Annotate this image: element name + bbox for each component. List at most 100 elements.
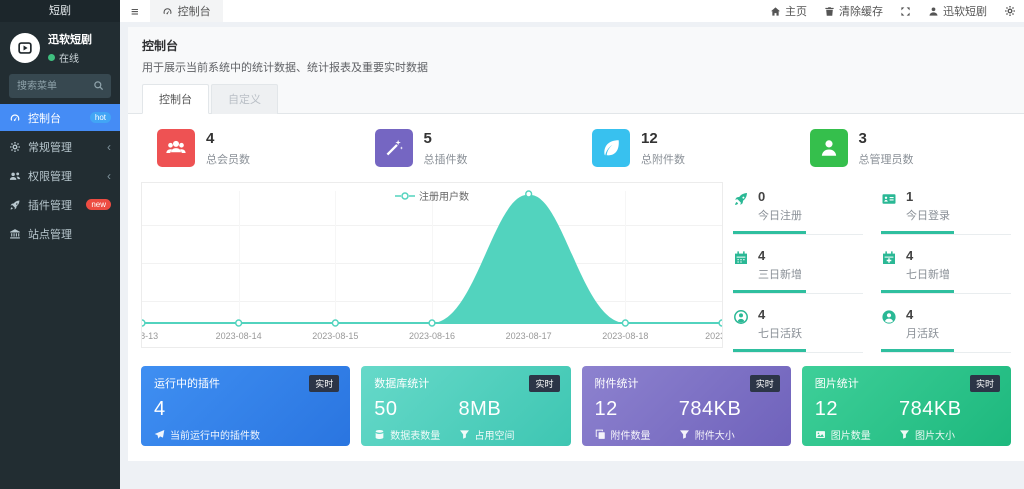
stat-total-plugins: 5 总插件数 xyxy=(359,129,577,167)
brand-title[interactable]: 短剧 xyxy=(0,0,120,22)
x-tick: 2023-08-15 xyxy=(312,331,359,341)
rocket-icon xyxy=(9,199,21,211)
menu-search xyxy=(9,74,111,98)
card-database-stats: 数据库统计 实时 50 数据表数量 xyxy=(361,366,571,446)
hamburger-icon[interactable]: ≡ xyxy=(131,3,139,19)
user-group-icon xyxy=(157,129,195,167)
card-attachment-stats: 附件统计 实时 12 附件数量 xyxy=(581,366,791,446)
realtime-badge: 实时 xyxy=(529,375,560,392)
sidebar-item-label: 插件管理 xyxy=(28,199,72,212)
leaf-icon xyxy=(592,129,630,167)
x-tick: 2023-08-14 xyxy=(215,331,262,341)
user-icon xyxy=(928,6,939,17)
stat-label: 总插件数 xyxy=(423,153,468,166)
paper-plane-icon xyxy=(154,429,165,440)
search-input[interactable] xyxy=(9,74,111,98)
users-icon xyxy=(9,170,21,182)
clear-cache-link[interactable]: 清除缓存 xyxy=(824,3,883,19)
stat-value: 5 xyxy=(423,129,432,147)
x-tick: 08-13 xyxy=(142,331,159,341)
new-badge: new xyxy=(86,199,111,210)
sidebar-username: 迅软短剧 xyxy=(48,34,92,46)
dashboard-panel: 控制台 用于展示当前系统中的统计数据、统计报表及重要实时数据 控制台 自定义 4… xyxy=(128,27,1024,461)
mini-stat-7day-active: 4 七日活跃 xyxy=(733,303,863,353)
funnel-icon xyxy=(459,429,470,440)
legend-marker-icon xyxy=(395,191,415,200)
expand-arrows-icon xyxy=(900,6,911,17)
mini-stat-7day-new: 4 七日新增 xyxy=(881,244,1011,294)
stat-label: 总附件数 xyxy=(641,153,685,166)
stat-total-members: 4 总会员数 xyxy=(141,129,359,167)
sidebar-menu: 控制台 hot 常规管理 ‹ 权限管理 ‹ 插件管理 new xyxy=(0,104,120,247)
stat-total-attachments: 12 总附件数 xyxy=(576,129,794,167)
mini-stat-month-active: 4 月活跃 xyxy=(881,303,1011,353)
gridline xyxy=(432,191,433,321)
realtime-badge: 实时 xyxy=(309,375,340,392)
cogs-icon xyxy=(9,141,21,153)
funnel-icon xyxy=(679,429,690,440)
tab-custom[interactable]: 自定义 xyxy=(211,84,278,114)
search-icon[interactable] xyxy=(93,80,104,91)
sidebar-item-label: 权限管理 xyxy=(28,170,72,183)
sidebar-item-general[interactable]: 常规管理 ‹ xyxy=(0,133,120,160)
database-icon xyxy=(374,429,385,440)
sidebar-item-dashboard[interactable]: 控制台 hot xyxy=(0,104,120,131)
card-image-stats: 图片统计 实时 12 图片数量 xyxy=(801,366,1011,446)
chevron-left-icon: ‹ xyxy=(107,168,111,183)
sidebar-item-sites[interactable]: 站点管理 xyxy=(0,220,120,247)
page-title: 控制台 xyxy=(142,39,179,53)
card-running-plugins: 运行中的插件 实时 4 当前运行中的插件数 xyxy=(141,366,351,446)
x-tick: 2023-08-17 xyxy=(505,331,552,341)
stat-label: 总会员数 xyxy=(206,153,250,166)
gridline xyxy=(335,191,337,321)
topbar-tab-console[interactable]: 控制台 xyxy=(149,0,223,22)
stat-value: 3 xyxy=(858,129,867,147)
sidebar-item-label: 站点管理 xyxy=(28,228,72,241)
settings-button[interactable] xyxy=(1004,5,1016,17)
online-status-label: 在线 xyxy=(59,54,79,65)
copy-icon xyxy=(595,429,606,440)
sidebar-item-permissions[interactable]: 权限管理 ‹ xyxy=(0,162,120,189)
mini-stat-today-registered: 0 今日注册 xyxy=(733,185,863,235)
x-tick: 2023-08-18 xyxy=(602,331,649,341)
home-link[interactable]: 主页 xyxy=(770,3,807,19)
image-icon xyxy=(815,429,826,440)
sidebar-item-label: 控制台 xyxy=(28,112,61,125)
user-circle-icon xyxy=(733,309,749,325)
sidebar: 短剧 迅软短剧 在线 控制台 hot xyxy=(0,0,120,489)
topbar: ≡ 控制台 主页 清除缓存 迅软短剧 xyxy=(120,0,1024,22)
fullscreen-button[interactable] xyxy=(900,6,911,17)
mini-stat-3day-new: 4 三日新增 xyxy=(733,244,863,294)
mini-stat-today-logins: 1 今日登录 xyxy=(881,185,1011,235)
area-series xyxy=(142,190,722,327)
tab-console[interactable]: 控制台 xyxy=(142,84,209,114)
bank-icon xyxy=(9,228,21,240)
realtime-badge: 实时 xyxy=(749,375,780,392)
id-card-icon xyxy=(881,191,897,207)
realtime-badge: 实时 xyxy=(969,375,1000,392)
home-icon xyxy=(770,6,781,17)
x-axis: 08-13 2023-08-14 2023-08-15 2023-08-16 2… xyxy=(142,331,722,344)
topbar-user-menu[interactable]: 迅软短剧 xyxy=(928,3,987,19)
avatar[interactable] xyxy=(10,33,40,63)
registered-users-chart: 注册用户数 xyxy=(141,182,723,348)
topbar-tab-label: 控制台 xyxy=(177,6,211,18)
gridline xyxy=(238,191,240,321)
online-status-dot xyxy=(48,54,55,61)
rocket-icon xyxy=(733,191,749,207)
x-tick: 2023-08-16 xyxy=(408,331,456,341)
trash-icon xyxy=(824,6,835,17)
tachometer-icon xyxy=(9,112,21,124)
play-logo-icon xyxy=(16,39,34,57)
gridline xyxy=(625,191,627,321)
stat-value: 12 xyxy=(641,129,658,147)
page-description: 用于展示当前系统中的统计数据、统计报表及重要实时数据 xyxy=(142,62,428,74)
panel-tabs: 控制台 自定义 xyxy=(128,75,1024,114)
sidebar-user-panel: 迅软短剧 在线 xyxy=(0,22,120,72)
summary-stats-row: 4 总会员数 5 总插件数 xyxy=(141,126,1011,178)
chart-legend[interactable]: 注册用户数 xyxy=(395,188,469,203)
calendar-plus-icon xyxy=(881,250,897,266)
content-area: 控制台 用于展示当前系统中的统计数据、统计报表及重要实时数据 控制台 自定义 4… xyxy=(120,22,1024,489)
sidebar-item-label: 常规管理 xyxy=(28,141,72,154)
sidebar-item-plugins[interactable]: 插件管理 new xyxy=(0,191,120,218)
